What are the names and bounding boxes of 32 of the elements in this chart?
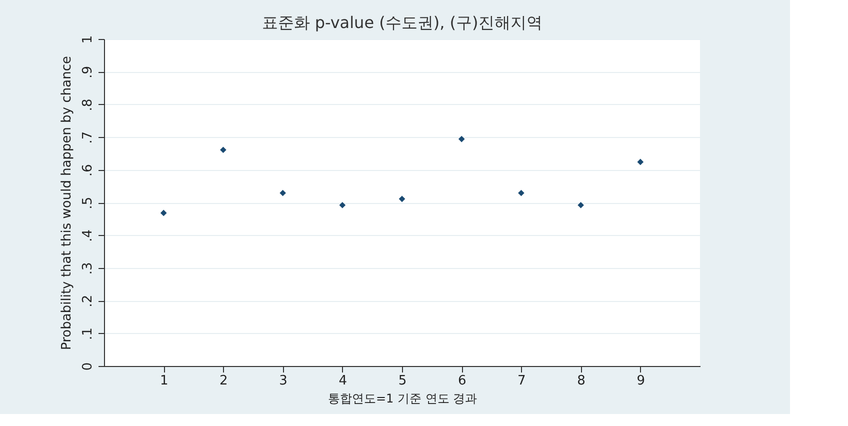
x-tick-label: 7	[518, 374, 526, 388]
point	[339, 202, 346, 208]
point	[578, 202, 584, 208]
y-tick-label: 0	[80, 362, 96, 371]
y-tick-label: .6	[80, 164, 96, 177]
y-tick-label: .1	[80, 328, 96, 340]
chart-title: 표준화 p-value (수도권), (구)진해지역	[262, 12, 542, 32]
x-tick-label: 6	[458, 374, 466, 388]
y-tick-label: .9	[80, 66, 96, 78]
y-tick-label: .5	[80, 196, 96, 210]
x-axis-title: 통합연도=1 기준 연도 경과	[328, 392, 478, 406]
point	[160, 210, 167, 216]
x-tick-label: 9	[636, 374, 646, 388]
y-tick-label: .4	[80, 229, 96, 242]
point	[458, 136, 465, 142]
x-tick-label: 3	[279, 374, 288, 388]
point	[398, 196, 406, 202]
point	[220, 146, 226, 154]
x-tick-label: 8	[577, 374, 586, 388]
x-tick-label: 5	[398, 374, 407, 388]
y-tick-label: 1	[80, 35, 96, 44]
point	[637, 158, 644, 166]
point	[518, 190, 524, 196]
x-tick-label: 2	[220, 374, 228, 388]
point	[280, 190, 286, 196]
x-tick-label: 4	[338, 374, 348, 388]
y-tick-label: .2	[80, 294, 96, 308]
y-tick-label: .7	[80, 131, 96, 144]
y-tick-label: .8	[80, 98, 96, 112]
y-axis-title: Probability that this would happen by chance	[60, 56, 74, 350]
y-tick-label: .3	[80, 262, 96, 275]
x-tick-label: 1	[160, 374, 168, 388]
